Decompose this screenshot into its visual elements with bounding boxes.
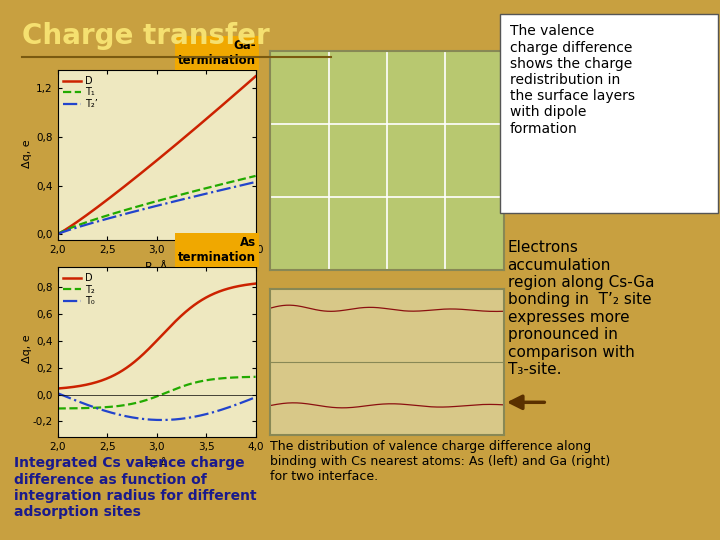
Text: As
termination: As termination: [178, 236, 256, 264]
Text: Electrons
accumulation
region along Cs-Ga
bonding in  T’₂ site
expresses more
pr: Electrons accumulation region along Cs-G…: [508, 240, 654, 377]
Text: Charge transfer: Charge transfer: [22, 22, 269, 50]
Text: Integrated Cs valence charge
difference as function of
integration radius for di: Integrated Cs valence charge difference …: [14, 456, 257, 519]
Text: Δq, e: Δq, e: [22, 334, 32, 363]
Legend: D, T₂, T₀: D, T₂, T₀: [63, 272, 96, 307]
Text: The valence
charge difference
shows the charge
redistribution in
the surface lay: The valence charge difference shows the …: [510, 24, 635, 136]
X-axis label: R, Å: R, Å: [145, 458, 168, 469]
Text: The distribution of valence charge difference along
binding with Cs nearest atom: The distribution of valence charge diffe…: [270, 440, 611, 483]
Legend: D, T₁, T₂’: D, T₁, T₂’: [63, 75, 99, 110]
Text: Ga-
termination: Ga- termination: [178, 39, 256, 67]
Text: Δq, e: Δq, e: [22, 139, 32, 168]
X-axis label: R, Å: R, Å: [145, 261, 168, 272]
